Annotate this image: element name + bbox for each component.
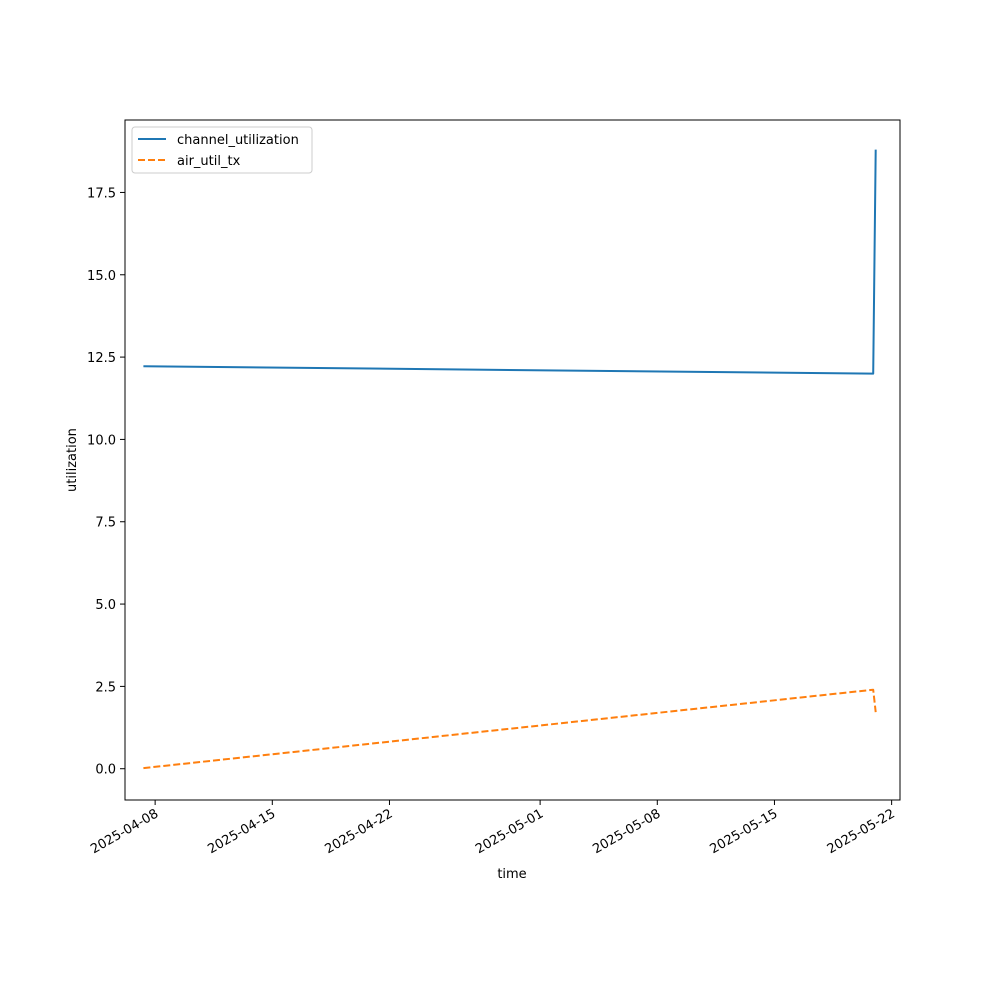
y-tick-label: 5.0 <box>95 598 116 613</box>
x-axis-label: time <box>497 867 526 882</box>
x-tick-label: 2025-04-08 <box>88 806 161 857</box>
series-line-channel-utilization <box>143 149 877 375</box>
x-tick-label: 2025-05-22 <box>825 806 898 857</box>
y-tick-label: 0.0 <box>95 763 116 778</box>
x-axis: 2025-04-08 2025-04-15 2025-04-22 2025-05-01… <box>88 800 898 857</box>
y-axis: 0.0 2.5 5.0 7.5 10.0 12.5 15.0 17.5 <box>87 186 125 778</box>
y-tick-label: 15.0 <box>87 269 116 284</box>
legend-box <box>131 126 313 174</box>
y-tick-label: 12.5 <box>87 351 116 366</box>
y-axis-label: utilization <box>65 428 80 492</box>
x-tick-label: 2025-05-15 <box>708 806 781 857</box>
y-tick-label: 17.5 <box>87 186 116 201</box>
axes-frame <box>124 119 901 801</box>
y-tick-label: 7.5 <box>95 516 116 531</box>
legend: channel_utilization air_util_tx <box>131 126 313 174</box>
plot-area <box>143 149 877 770</box>
x-tick-label: 2025-04-15 <box>205 806 278 857</box>
x-tick-label: 2025-05-08 <box>590 806 663 857</box>
x-tick-label: 2025-05-01 <box>473 806 546 857</box>
legend-label: air_util_tx <box>177 154 241 169</box>
series-line-air-util-tx <box>143 688 877 770</box>
legend-label: channel_utilization <box>177 133 299 148</box>
y-tick-label: 2.5 <box>95 680 116 695</box>
x-tick-label: 2025-04-22 <box>323 806 396 857</box>
y-tick-label: 10.0 <box>87 433 116 448</box>
